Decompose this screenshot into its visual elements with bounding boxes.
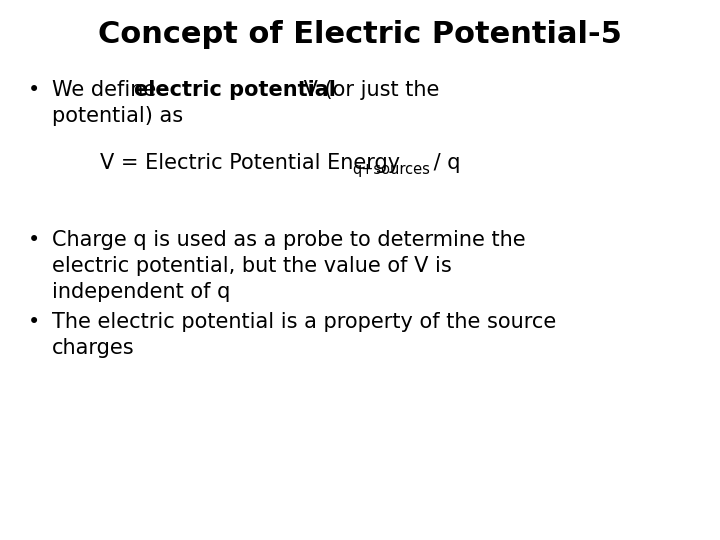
- Text: V = Electric Potential Energy: V = Electric Potential Energy: [100, 153, 400, 173]
- Text: independent of q: independent of q: [52, 282, 230, 302]
- Text: electric potential, but the value of V is: electric potential, but the value of V i…: [52, 256, 451, 276]
- Text: Charge q is used as a probe to determine the: Charge q is used as a probe to determine…: [52, 230, 526, 250]
- Text: V (or just the: V (or just the: [297, 80, 439, 100]
- Text: / q: / q: [427, 153, 461, 173]
- Text: •: •: [28, 230, 40, 250]
- Text: The electric potential is a property of the source: The electric potential is a property of …: [52, 312, 557, 332]
- Text: electric potential: electric potential: [134, 80, 336, 100]
- Text: •: •: [28, 80, 40, 100]
- Text: q+sources: q+sources: [352, 162, 430, 177]
- Text: potential) as: potential) as: [52, 106, 183, 126]
- Text: We define: We define: [52, 80, 163, 100]
- Text: •: •: [28, 312, 40, 332]
- Text: Concept of Electric Potential-5: Concept of Electric Potential-5: [98, 20, 622, 49]
- Text: charges: charges: [52, 338, 135, 358]
